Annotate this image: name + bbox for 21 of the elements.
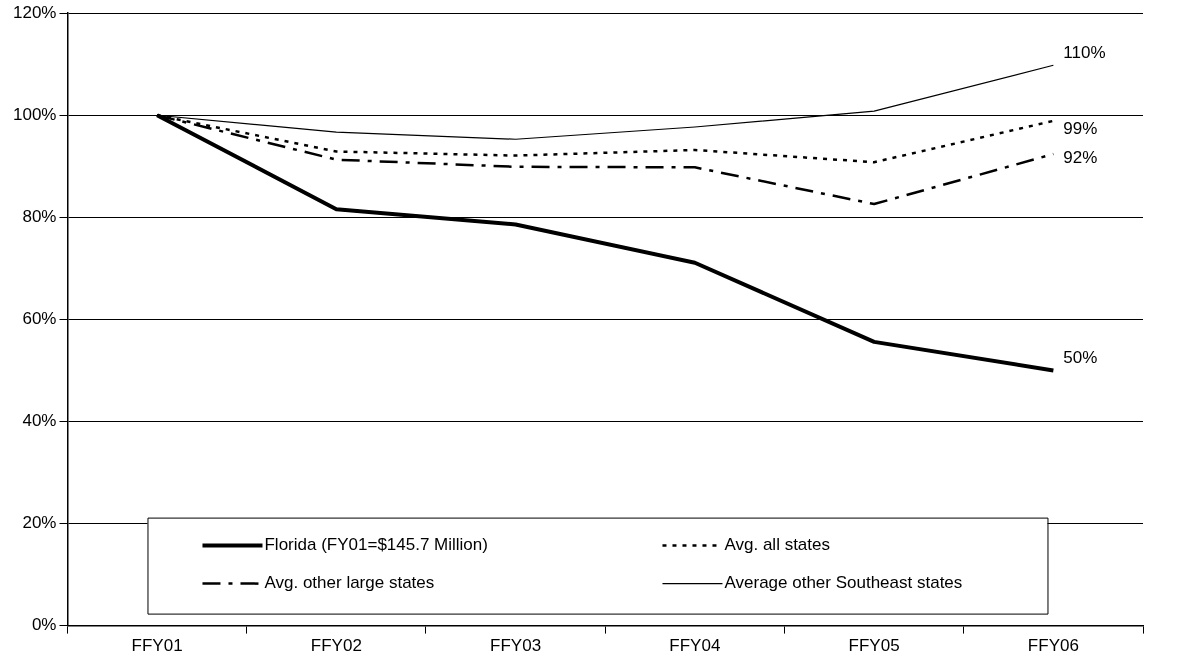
legend-label: Florida (FY01=$145.7 Million)	[264, 535, 488, 555]
data-label: 92%	[1063, 147, 1098, 167]
y-tick-label: 120%	[13, 2, 57, 22]
x-tick-label: FFY03	[490, 636, 542, 656]
y-tick-label: 100%	[13, 104, 57, 124]
legend-label: Avg. all states	[724, 535, 831, 555]
x-tick-label: FFY02	[310, 636, 362, 656]
y-tick-label: 0%	[31, 615, 57, 635]
x-tick-label: FFY04	[669, 636, 721, 656]
data-label: 110%	[1063, 42, 1106, 62]
x-tick-label: FFY01	[131, 636, 183, 656]
y-tick-label: 80%	[22, 207, 57, 227]
y-tick-label: 20%	[22, 513, 57, 533]
legend-label: Avg. other large states	[264, 573, 435, 593]
x-tick-label: FFY06	[1027, 636, 1079, 656]
data-label: 99%	[1063, 118, 1098, 138]
y-tick-label: 40%	[22, 411, 57, 431]
y-tick-label: 60%	[22, 309, 57, 329]
legend-label: Average other Southeast states	[724, 573, 963, 593]
data-label: 50%	[1063, 348, 1098, 368]
x-tick-label: FFY05	[848, 636, 900, 656]
